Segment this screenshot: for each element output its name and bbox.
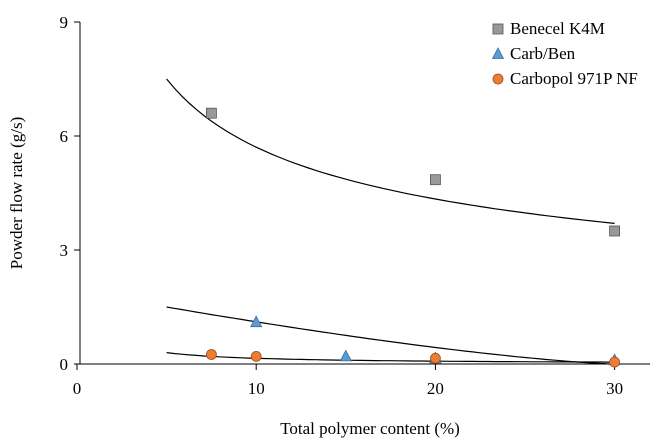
y-tick-label: 0 bbox=[60, 355, 69, 374]
legend: Benecel K4M Carb/Ben Carbopol 971P NF bbox=[493, 19, 638, 88]
legend-marker-series-2 bbox=[493, 48, 504, 59]
x-tick-label: 30 bbox=[606, 379, 623, 398]
trendlines bbox=[167, 79, 615, 364]
data-point-series-2 bbox=[340, 350, 351, 361]
data-point-series-3 bbox=[610, 357, 620, 367]
data-point-series-3 bbox=[430, 353, 440, 363]
legend-label: Benecel K4M bbox=[510, 19, 605, 38]
x-axis-title: Total polymer content (%) bbox=[280, 419, 460, 438]
y-tick-label: 9 bbox=[60, 13, 69, 32]
legend-marker-series-1 bbox=[493, 24, 503, 34]
legend-marker-series-3 bbox=[493, 74, 503, 84]
data-point-series-1 bbox=[206, 108, 216, 118]
y-tick-label: 6 bbox=[60, 127, 69, 146]
trendline-series-3 bbox=[167, 353, 615, 363]
data-point-series-3 bbox=[206, 350, 216, 360]
data-points bbox=[206, 108, 620, 367]
x-tick-label: 20 bbox=[427, 379, 444, 398]
x-tick-label: 0 bbox=[73, 379, 82, 398]
legend-label: Carb/Ben bbox=[510, 44, 576, 63]
data-point-series-1 bbox=[610, 226, 620, 236]
data-point-series-1 bbox=[430, 175, 440, 185]
x-tick-label: 10 bbox=[248, 379, 265, 398]
y-tick-label: 3 bbox=[60, 241, 69, 260]
data-point-series-3 bbox=[251, 351, 261, 361]
trendline-series-2 bbox=[167, 307, 615, 364]
legend-label: Carbopol 971P NF bbox=[510, 69, 638, 88]
y-axis-title: Powder flow rate (g/s) bbox=[7, 117, 26, 270]
trendline-series-1 bbox=[167, 79, 615, 223]
